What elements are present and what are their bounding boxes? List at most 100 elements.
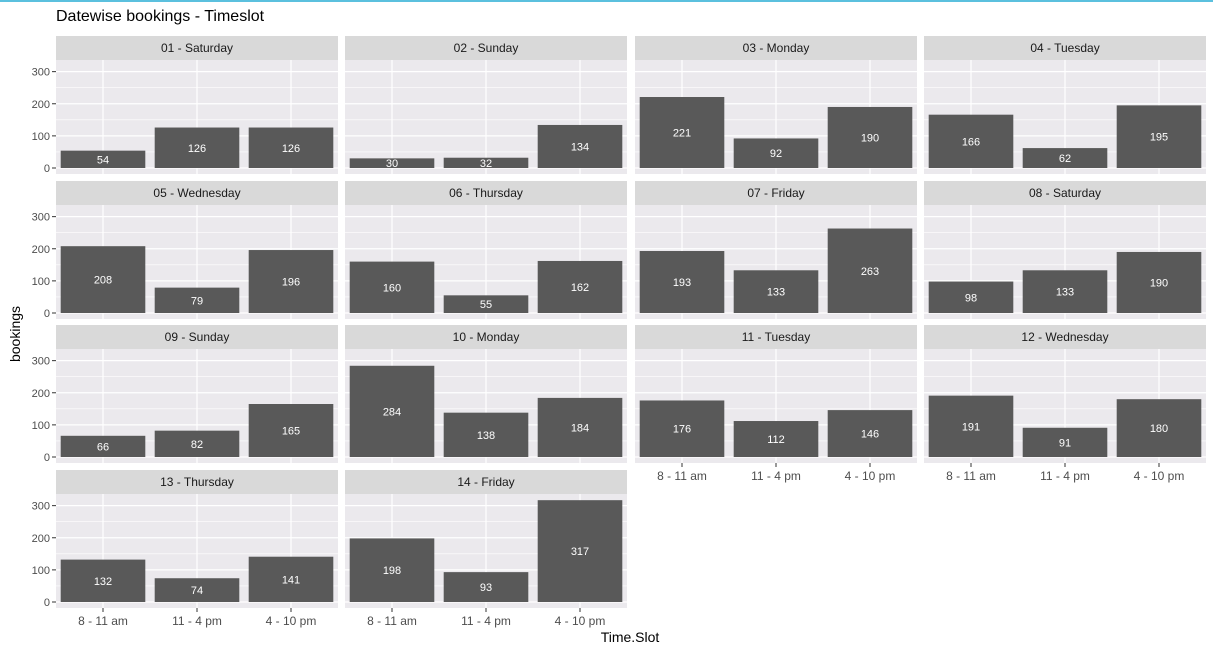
facet-strip — [345, 181, 627, 205]
y-tick-label: 200 — [32, 99, 50, 111]
y-tick-label: 200 — [32, 244, 50, 256]
bar-value-label: 190 — [861, 132, 879, 144]
bar — [827, 228, 913, 313]
bar-value-label: 126 — [188, 143, 206, 155]
bar — [1022, 427, 1108, 457]
bar — [537, 260, 623, 313]
facet-strip — [635, 325, 917, 349]
facet-label: 11 - Tuesday — [742, 330, 810, 344]
bar — [349, 538, 435, 602]
bar-value-label: 30 — [386, 158, 398, 170]
bar-value-label: 138 — [477, 430, 495, 442]
facet-label: 07 - Friday — [747, 186, 804, 200]
bar — [733, 138, 819, 168]
bar — [928, 281, 1014, 313]
bar — [248, 556, 334, 602]
facet-strip — [345, 36, 627, 60]
facet-label: 06 - Thursday — [449, 186, 523, 200]
bar-value-label: 198 — [383, 565, 401, 577]
x-tick-label: 11 - 4 pm — [172, 614, 222, 628]
bar-value-label: 317 — [571, 546, 589, 558]
bar — [154, 127, 240, 168]
bar-value-label: 82 — [191, 439, 203, 451]
chart-title: Datewise bookings - Timeslot — [56, 8, 265, 25]
bar — [1116, 251, 1202, 313]
x-axis-title: Time.Slot — [601, 629, 660, 645]
facet-strip — [56, 181, 338, 205]
bar-value-label: 92 — [770, 148, 782, 160]
bar — [639, 400, 725, 457]
bar-value-label: 195 — [1150, 132, 1168, 144]
bar — [443, 157, 529, 168]
x-tick-label: 11 - 4 pm — [1040, 469, 1090, 483]
facet-label: 10 - Monday — [453, 330, 520, 344]
bar — [733, 421, 819, 457]
facet-label: 01 - Saturday — [161, 41, 233, 55]
bar — [443, 572, 529, 602]
facet-label: 08 - Saturday — [1029, 186, 1101, 200]
bar-value-label: 62 — [1059, 153, 1071, 165]
facet-strip — [924, 36, 1206, 60]
facet-strip — [345, 470, 627, 494]
bar-value-label: 134 — [571, 141, 589, 153]
x-tick-label: 4 - 10 pm — [266, 614, 317, 628]
facet-strip — [56, 36, 338, 60]
bar-value-label: 98 — [965, 292, 977, 304]
x-tick-label: 4 - 10 pm — [1134, 469, 1185, 483]
bar — [537, 124, 623, 168]
bar-value-label: 74 — [191, 585, 203, 597]
bar-value-label: 55 — [480, 299, 492, 311]
bar-value-label: 263 — [861, 266, 879, 278]
facet-label: 02 - Sunday — [454, 41, 519, 55]
bar — [1022, 270, 1108, 313]
y-tick-label: 100 — [32, 131, 50, 143]
bar — [154, 430, 240, 457]
bar — [60, 559, 146, 602]
bar — [827, 106, 913, 168]
bar — [349, 158, 435, 168]
facet-label: 12 - Wednesday — [1021, 330, 1108, 344]
bar-value-label: 126 — [282, 143, 300, 155]
bar — [248, 404, 334, 457]
x-tick-label: 4 - 10 pm — [555, 614, 606, 628]
bar-value-label: 180 — [1150, 423, 1168, 435]
facet-label: 13 - Thursday — [160, 475, 234, 489]
y-tick-label: 0 — [44, 452, 50, 464]
bar — [928, 114, 1014, 168]
facet-strip — [635, 36, 917, 60]
facet-strip — [924, 181, 1206, 205]
bar — [60, 150, 146, 168]
bar-value-label: 193 — [673, 277, 691, 289]
x-tick-label: 8 - 11 am — [657, 469, 707, 483]
bar-value-label: 165 — [282, 426, 300, 438]
bar-value-label: 66 — [97, 441, 109, 453]
bar-value-label: 146 — [861, 429, 879, 441]
bar-value-label: 160 — [383, 282, 401, 294]
bar — [248, 250, 334, 313]
bar — [60, 246, 146, 313]
bar — [349, 365, 435, 457]
bar — [827, 410, 913, 457]
bar — [60, 435, 146, 457]
bar-value-label: 141 — [282, 574, 300, 586]
bar — [537, 397, 623, 457]
y-tick-label: 300 — [32, 67, 50, 79]
facet-strip — [56, 325, 338, 349]
x-tick-label: 11 - 4 pm — [461, 614, 511, 628]
y-tick-label: 0 — [44, 163, 50, 175]
facet-strip — [56, 470, 338, 494]
y-tick-label: 100 — [32, 276, 50, 288]
bar-value-label: 191 — [962, 421, 980, 433]
bar — [443, 295, 529, 313]
bar — [248, 127, 334, 168]
y-tick-label: 300 — [32, 501, 50, 513]
facet-label: 03 - Monday — [743, 41, 810, 55]
bar-value-label: 32 — [480, 158, 492, 170]
facet-label: 14 - Friday — [457, 475, 514, 489]
bar-value-label: 93 — [480, 582, 492, 594]
bar-value-label: 79 — [191, 295, 203, 307]
bar-value-label: 112 — [767, 434, 785, 446]
x-tick-label: 8 - 11 am — [78, 614, 128, 628]
top-accent-line — [0, 0, 1213, 2]
